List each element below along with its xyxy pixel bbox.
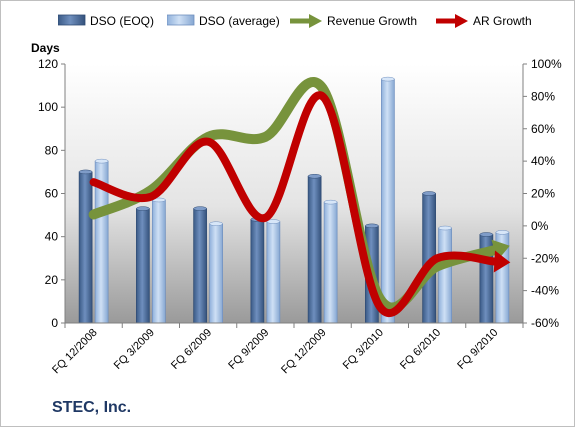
bar-cap-dso-eoq bbox=[193, 206, 207, 211]
legend-swatch-dso-eoq bbox=[58, 14, 86, 26]
bars-layer bbox=[78, 76, 510, 324]
legend-swatch-ar-growth bbox=[436, 14, 468, 28]
bar-dso-average bbox=[209, 223, 223, 324]
y-tick-label-right: 80% bbox=[531, 89, 555, 103]
bar-cap-dso-eoq bbox=[136, 206, 150, 211]
x-tick-label: FQ 12/2008 bbox=[50, 327, 100, 377]
y-tick-label-left: 40 bbox=[45, 230, 59, 244]
bar-cap-dso-eoq bbox=[422, 191, 436, 196]
bar-dso-average bbox=[438, 227, 452, 324]
bar-cap-dso-eoq bbox=[365, 223, 379, 229]
bar-cap-dso-average bbox=[94, 158, 109, 164]
bar-cap-dso-average bbox=[495, 230, 510, 235]
series-line-ar-growth bbox=[89, 91, 499, 317]
bar-cap-dso-eoq bbox=[479, 232, 494, 237]
x-tick-label: FQ 6/2010 bbox=[398, 327, 443, 372]
legend-label-dso-eoq: DSO (EOQ) bbox=[90, 14, 155, 28]
y-tick-label-left: 20 bbox=[45, 273, 59, 287]
y-tick-label-right: 40% bbox=[531, 154, 555, 168]
y-tick-label-right: 20% bbox=[531, 187, 555, 201]
y-tick-label-left: 120 bbox=[38, 57, 58, 71]
y-tick-label-right: -40% bbox=[531, 284, 559, 298]
bar-dso-eoq bbox=[307, 175, 322, 324]
bar-dso-average bbox=[266, 221, 281, 324]
legend-label-revenue-growth: Revenue Growth bbox=[327, 14, 418, 28]
bar-cap-dso-average bbox=[266, 219, 281, 224]
bar-dso-eoq bbox=[78, 171, 93, 324]
bar-dso-eoq bbox=[250, 219, 265, 324]
y-tick-label-left: 100 bbox=[38, 100, 58, 114]
y-tick-label-left: 60 bbox=[45, 187, 59, 201]
y-tick-label-right: -20% bbox=[531, 251, 559, 265]
y-tick-label-right: 0% bbox=[531, 219, 549, 233]
x-tick-label: FQ 6/2009 bbox=[169, 327, 214, 372]
y-axis-title: Days bbox=[31, 41, 60, 55]
bar-cap-dso-eoq bbox=[307, 173, 322, 179]
x-tick-label: FQ 9/2010 bbox=[455, 327, 500, 372]
arrowhead-ar-growth bbox=[493, 250, 511, 273]
legend-swatch-revenue-growth bbox=[290, 14, 322, 28]
bar-cap-dso-average bbox=[381, 76, 395, 82]
legend-label-ar-growth: AR Growth bbox=[473, 14, 532, 28]
y-tick-label-left: 80 bbox=[45, 143, 59, 157]
y-tick-label-right: -60% bbox=[531, 316, 559, 330]
x-tick-label: FQ 9/2009 bbox=[226, 327, 271, 372]
company-name: STEC, Inc. bbox=[52, 399, 132, 416]
legend-label-dso-average: DSO (average) bbox=[199, 14, 280, 28]
y-tick-label-right: 100% bbox=[531, 57, 562, 71]
bar-cap-dso-eoq bbox=[78, 169, 93, 175]
bar-dso-eoq bbox=[193, 208, 207, 324]
legend-swatch-dso-average bbox=[167, 14, 195, 26]
bar-cap-dso-average bbox=[438, 225, 452, 231]
y-tick-label-left: 0 bbox=[51, 316, 58, 330]
bar-dso-average bbox=[152, 199, 166, 324]
bar-dso-eoq bbox=[136, 208, 150, 324]
x-tick-label: FQ 12/2009 bbox=[279, 327, 329, 377]
bar-dso-average bbox=[381, 78, 395, 324]
x-tick-label: FQ 3/2009 bbox=[112, 327, 157, 372]
bar-dso-average bbox=[323, 201, 338, 324]
bar-cap-dso-average bbox=[209, 221, 223, 226]
lines-layer bbox=[88, 77, 511, 317]
y-tick-label-right: 60% bbox=[531, 122, 555, 136]
bar-cap-dso-average bbox=[323, 199, 338, 205]
legend: DSO (EOQ) DSO (average) Revenue Growth A… bbox=[1, 13, 574, 33]
x-tick-label: FQ 3/2010 bbox=[341, 327, 386, 372]
